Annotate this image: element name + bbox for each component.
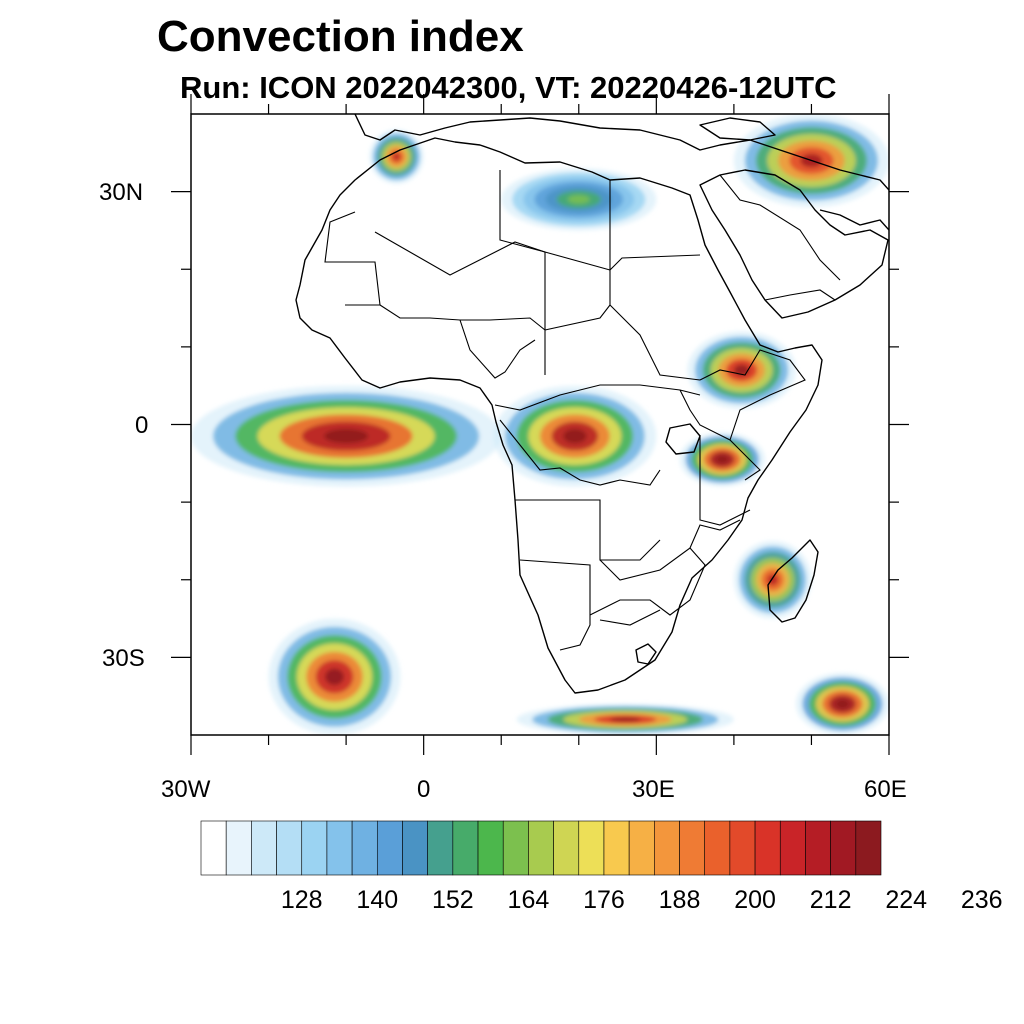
convection-cell-7-6	[835, 699, 850, 709]
africa-coastline	[295, 137, 823, 694]
colorbar-box	[528, 820, 554, 876]
lake-victoria	[665, 423, 701, 455]
colorbar-box	[502, 820, 529, 876]
colorbar-label: 152	[431, 886, 474, 914]
lesotho-border	[635, 643, 657, 665]
chart-title: Convection index	[157, 12, 524, 61]
colorbar-box	[251, 820, 277, 876]
colorbar-box	[427, 820, 454, 876]
x-tick-label-0: 0	[417, 776, 431, 803]
colorbar-label: 200	[734, 886, 776, 914]
x-tick-label-30W: 30W	[161, 776, 211, 803]
colorbar-box	[704, 820, 731, 876]
arabia-coastline	[699, 169, 889, 319]
y-tick-label-30N: 30N	[99, 179, 144, 206]
colorbar-box	[628, 820, 655, 876]
convection-field	[191, 114, 889, 735]
iran-coastline	[819, 209, 889, 231]
border-sudan-chad	[544, 304, 701, 381]
convection-cell-9-6	[392, 152, 401, 161]
colorbar-box	[200, 820, 227, 876]
convection-cell-3-6	[733, 364, 750, 376]
convection-cell-0-6	[323, 428, 369, 444]
border-tanzania	[699, 435, 751, 526]
colorbar-label: 236	[960, 886, 1003, 914]
colorbar-box	[553, 820, 580, 876]
colorbar-box	[654, 820, 680, 876]
colorbar-box	[276, 820, 303, 876]
coastlines	[295, 114, 889, 694]
colorbar-box	[754, 820, 781, 876]
colorbar-box	[779, 820, 806, 876]
border-zambia-moz	[589, 547, 706, 616]
convection-cell-6-6	[609, 717, 641, 722]
colorbar-box	[326, 820, 353, 876]
convection-cell-10-6	[567, 194, 590, 204]
border-sahara	[324, 211, 381, 306]
colorbar-box	[402, 820, 428, 876]
border-botswana	[599, 609, 661, 626]
colorbar-box	[729, 820, 756, 876]
border-ethiopia	[699, 349, 806, 441]
colorbar-box	[679, 820, 706, 876]
border-algeria-libya	[499, 170, 546, 375]
convection-cell-5-6	[325, 668, 344, 686]
chart-subtitle: Run: ICON 2022042300, VT: 20220426-12UTC	[180, 70, 837, 105]
border-southern-africa	[519, 559, 591, 651]
colorbar-label: 212	[809, 886, 852, 914]
black-sea-coastline	[699, 117, 776, 141]
colorbar-box	[376, 820, 403, 876]
colorbar-box	[452, 820, 479, 876]
border-saudi	[719, 174, 841, 281]
colorbar-box	[805, 820, 831, 876]
colorbar-label: 176	[583, 886, 625, 914]
border-nigeria	[459, 319, 536, 379]
colorbar-label: 140	[356, 886, 399, 914]
y-tick-label-30S: 30S	[102, 645, 145, 672]
y-tick-label-0: 0	[135, 412, 149, 439]
colorbar-label: 188	[658, 886, 701, 914]
colorbar-box	[603, 820, 630, 876]
madagascar-coastline	[767, 539, 819, 623]
border-east-africa	[679, 389, 761, 481]
colorbar-label: 224	[885, 886, 928, 914]
colorbar-label: 128	[280, 886, 323, 914]
europe-coastline	[354, 114, 889, 191]
x-tick-label-30E: 30E	[632, 776, 675, 803]
colorbar-box	[351, 820, 378, 876]
x-tick-label-60E: 60E	[864, 776, 907, 803]
border-yemen	[764, 289, 836, 301]
colorbar-label: 164	[507, 886, 550, 914]
colorbar-box	[578, 820, 605, 876]
convection-cell-1-6	[563, 428, 587, 444]
colorbar	[200, 820, 882, 876]
convection-cell-2-6	[716, 455, 729, 464]
axis-ticks	[171, 94, 909, 755]
colorbar-box	[830, 820, 857, 876]
border-angola	[515, 499, 661, 561]
border-congo	[499, 419, 661, 486]
colorbar-box	[855, 820, 882, 876]
border-mozambique	[689, 519, 741, 549]
colorbar-box	[301, 820, 328, 876]
border-egypt-sudan	[609, 180, 701, 272]
colorbar-box	[225, 820, 252, 876]
colorbar-box	[477, 820, 504, 876]
country-borders	[324, 170, 841, 651]
border-mali-niger	[374, 231, 611, 305]
